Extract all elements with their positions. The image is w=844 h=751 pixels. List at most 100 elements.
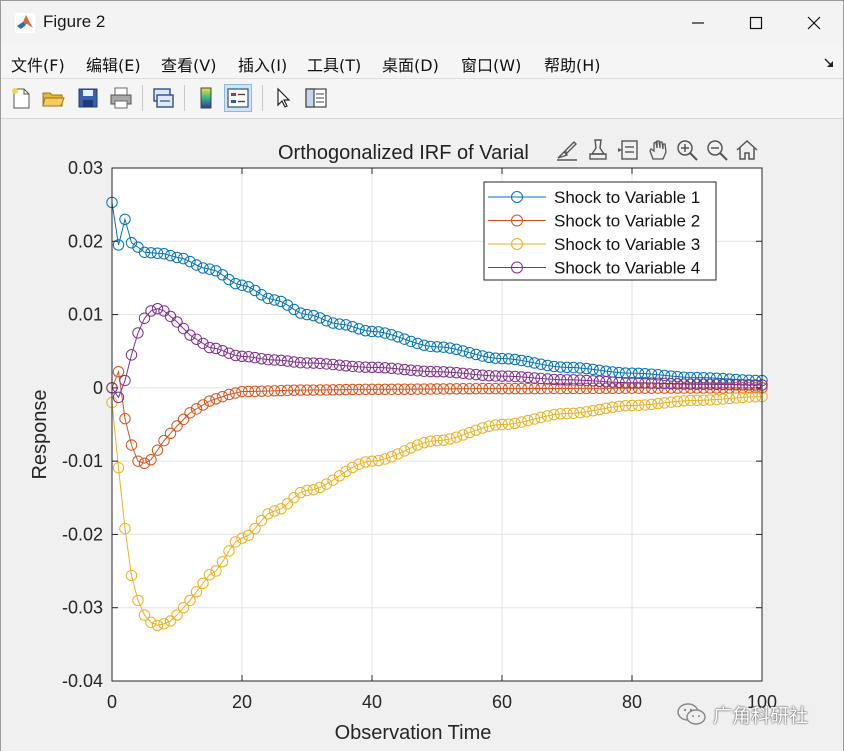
data-point [593, 375, 606, 387]
data-point [353, 383, 365, 396]
close-button[interactable] [785, 1, 843, 45]
legend-entry[interactable]: Shock to Variable 2 [488, 212, 700, 231]
data-point [372, 383, 385, 396]
data-point [509, 417, 521, 430]
menu-insert[interactable]: 插入(I) [238, 56, 288, 75]
data-point [483, 382, 495, 395]
x-tick-label: 100 [747, 692, 777, 712]
data-point [216, 556, 229, 568]
data-point [437, 366, 450, 378]
new-figure-button[interactable] [7, 84, 35, 112]
undock-arrow-icon[interactable] [823, 57, 835, 69]
data-point [385, 362, 398, 374]
pan-button[interactable] [646, 138, 670, 162]
menu-bar: 文件(F) 编辑(E) 查看(V) 插入(I) 工具(T) 桌面(D) 窗口(W… [1, 45, 843, 79]
save-button[interactable] [74, 84, 102, 112]
data-point [171, 316, 183, 328]
data-point [509, 382, 521, 395]
data-point [411, 337, 424, 350]
legend-entry[interactable]: Shock to Variable 3 [488, 235, 700, 254]
colorbar-button[interactable] [192, 84, 220, 112]
minimize-button[interactable] [669, 1, 727, 45]
data-point [463, 426, 476, 439]
home-button[interactable] [735, 138, 759, 162]
data-point [528, 413, 541, 425]
data-point [717, 393, 729, 405]
print-button[interactable] [107, 84, 135, 112]
data-point [580, 362, 593, 375]
data-point [418, 383, 430, 395]
data-point [288, 303, 300, 316]
data-point [476, 369, 489, 381]
data-point [457, 383, 469, 395]
brush-button[interactable] [555, 138, 579, 162]
data-point [398, 333, 411, 345]
menu-edit[interactable]: 编辑(E) [86, 56, 141, 75]
open-file-button[interactable] [39, 84, 67, 112]
link-plot-button[interactable] [149, 84, 177, 112]
data-cursor-button[interactable] [616, 138, 640, 162]
maximize-icon [749, 16, 763, 30]
legend-label: Shock to Variable 1 [554, 188, 700, 207]
legend[interactable]: Shock to Variable 1 Shock to Variable 2 Sh… [483, 181, 717, 281]
zoom-in-button[interactable] [675, 138, 699, 162]
data-point [450, 366, 463, 379]
data-point [262, 292, 274, 305]
data-point [470, 382, 482, 395]
data-point [184, 407, 196, 419]
data-point [580, 406, 593, 418]
data-point [541, 410, 554, 422]
data-point [249, 522, 261, 535]
menu-desktop[interactable]: 桌面(D) [382, 56, 439, 75]
data-point [327, 317, 339, 329]
data-point [483, 351, 495, 364]
figure-toolbar [1, 79, 843, 119]
series-3 [106, 390, 768, 631]
data-point [580, 374, 593, 387]
title-bar[interactable]: Figure 2 [1, 1, 843, 45]
data-point [639, 399, 651, 411]
data-point [210, 393, 222, 405]
property-inspector-button[interactable] [302, 84, 330, 112]
data-point [639, 367, 651, 380]
data-point [665, 377, 677, 390]
data-point [275, 295, 287, 308]
data-tips-button[interactable] [586, 138, 610, 162]
zoom-out-button[interactable] [705, 138, 729, 162]
data-point [678, 382, 690, 394]
legend-entry[interactable]: Shock to Variable 1 [488, 188, 700, 207]
menu-window[interactable]: 窗口(W) [461, 56, 522, 75]
data-point [736, 382, 749, 394]
data-point [561, 374, 573, 386]
data-point [151, 247, 164, 259]
data-point [119, 522, 131, 535]
data-point [119, 412, 131, 425]
data-point [145, 616, 157, 629]
data-point [437, 341, 450, 353]
menu-help[interactable]: 帮助(H) [544, 56, 601, 75]
data-point [691, 382, 703, 394]
legend-button[interactable] [224, 84, 252, 112]
data-cursor-icon [618, 140, 638, 160]
data-point [177, 413, 190, 426]
data-point [613, 400, 625, 412]
legend-entry[interactable]: Shock to Variable 4 [488, 259, 700, 278]
data-point [288, 356, 300, 368]
menu-tools[interactable]: 工具(T) [307, 56, 362, 75]
menu-file[interactable]: 文件(F) [11, 56, 65, 75]
menu-view[interactable]: 查看(V) [161, 56, 217, 75]
data-point [320, 358, 333, 370]
axes-frame [111, 167, 763, 682]
legend-label: Shock to Variable 2 [554, 212, 700, 231]
data-point [262, 353, 274, 366]
data-point [112, 462, 125, 474]
data-point [145, 453, 157, 466]
data-point [619, 376, 632, 389]
data-point [366, 361, 378, 374]
maximize-button[interactable] [727, 1, 785, 45]
pointer-button[interactable] [269, 84, 297, 112]
data-point [463, 368, 476, 380]
data-point [704, 394, 716, 406]
data-point [327, 384, 339, 396]
